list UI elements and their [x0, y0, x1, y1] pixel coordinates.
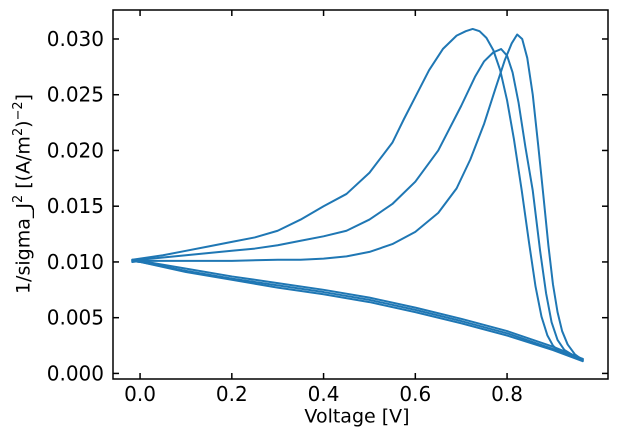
x-tick-label: 0.8 — [491, 382, 523, 406]
y-tick-label: 0.010 — [47, 250, 104, 274]
y-tick-label: 0.020 — [47, 138, 104, 162]
cycle-3-return-sweep — [131, 259, 584, 363]
axis-ticks — [113, 10, 608, 379]
x-axis-label: Voltage [V] — [304, 405, 410, 428]
cycle-2-return-sweep — [131, 259, 584, 362]
x-tick-label: 0.2 — [216, 382, 248, 406]
cycle-1-return-sweep — [131, 258, 584, 360]
data-series — [131, 27, 584, 363]
y-tick-label: 0.030 — [47, 27, 104, 51]
cycle-3-forward-sweep — [131, 33, 584, 362]
cycle-1-forward-sweep — [131, 27, 584, 360]
y-tick-label: 0.000 — [47, 361, 104, 385]
x-tick-label: 0.0 — [124, 382, 156, 406]
y-tick-label: 0.015 — [47, 194, 104, 218]
cycle-2-forward-sweep — [131, 48, 584, 362]
tick-labels: 0.0 0.2 0.4 0.6 0.8 0.000 0.005 0.010 0.015 0.020… — [47, 27, 523, 406]
y-tick-label: 0.005 — [47, 306, 104, 330]
y-axis-label: 1/sigma_J2 [(A/m2)−2] — [11, 93, 35, 295]
x-tick-label: 0.4 — [308, 382, 340, 406]
x-tick-label: 0.6 — [399, 382, 431, 406]
axes-frame — [112, 9, 609, 380]
y-tick-label: 0.025 — [47, 83, 104, 107]
